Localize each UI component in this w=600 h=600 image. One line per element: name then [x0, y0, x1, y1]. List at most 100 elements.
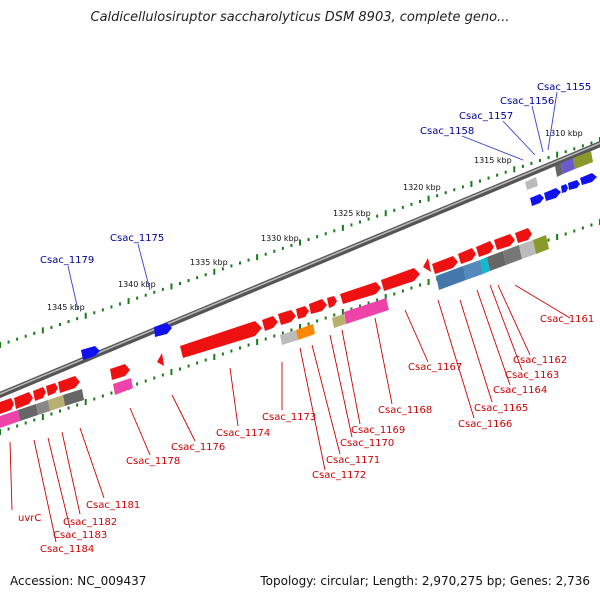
gene-arrow[interactable] [494, 234, 515, 250]
gene-arrow[interactable] [157, 353, 164, 366]
scale-tick [419, 200, 421, 203]
gene-label-csac-1174[interactable]: Csac_1174 [216, 428, 270, 439]
gene-block[interactable] [525, 177, 538, 190]
scale-tick [230, 349, 233, 353]
gene-arrow[interactable] [296, 306, 309, 319]
gene-label-uvrc[interactable]: uvrC [18, 513, 41, 524]
gene-arrow[interactable] [278, 310, 296, 325]
gene-arrow[interactable] [154, 323, 172, 337]
gene-label-csac-1169[interactable]: Csac_1169 [351, 425, 405, 436]
genome-backbone [0, 140, 600, 399]
gene-arrow[interactable] [340, 282, 381, 304]
gene-arrow[interactable] [381, 268, 420, 291]
gene-arrow[interactable] [476, 241, 494, 257]
scale-tick [341, 224, 344, 231]
gene-block[interactable] [533, 235, 549, 254]
scale-tick [84, 312, 87, 319]
gene-block[interactable] [113, 378, 133, 395]
gene-arrow[interactable] [515, 228, 532, 243]
scale-tick [84, 399, 87, 405]
gene-block[interactable] [63, 389, 84, 406]
scale-tick [239, 346, 241, 350]
gene-label-csac-1183[interactable]: Csac_1183 [53, 530, 107, 541]
gene-arrow[interactable] [46, 383, 58, 396]
scale-tick [41, 414, 44, 420]
gene-arrow[interactable] [327, 296, 337, 308]
gene-block[interactable] [36, 400, 50, 415]
gene-label-csac-1157[interactable]: Csac_1157 [459, 111, 513, 122]
leader-line [137, 243, 151, 291]
gene-block[interactable] [296, 324, 315, 340]
gene-label-csac-1165[interactable]: Csac_1165 [474, 403, 528, 414]
gene-arrow[interactable] [33, 387, 46, 401]
gene-arrow[interactable] [309, 299, 327, 314]
gene-label-csac-1170[interactable]: Csac_1170 [340, 438, 394, 449]
gene-arrow[interactable] [580, 173, 597, 185]
gene-label-csac-1184[interactable]: Csac_1184 [40, 544, 94, 555]
gene-label-csac-1178[interactable]: Csac_1178 [126, 456, 180, 467]
gene-label-csac-1171[interactable]: Csac_1171 [326, 455, 380, 466]
gene-block[interactable] [344, 298, 389, 324]
kbp-label-1345: 1345 kbp [47, 303, 85, 312]
gene-arrow[interactable] [568, 180, 580, 190]
gene-block[interactable] [463, 260, 483, 280]
gene-label-csac-1176[interactable]: Csac_1176 [171, 442, 225, 453]
gene-block[interactable] [555, 163, 563, 177]
gene-block[interactable] [480, 257, 490, 274]
gene-arrow[interactable] [110, 364, 130, 380]
scale-tick [410, 202, 413, 206]
gene-block[interactable] [487, 251, 506, 271]
gene-label-csac-1175[interactable]: Csac_1175 [110, 233, 164, 244]
leader-line [502, 120, 536, 156]
gene-arrow[interactable] [14, 392, 33, 409]
gene-label-csac-1166[interactable]: Csac_1166 [458, 419, 512, 430]
scale-tick [299, 324, 301, 330]
gene-label-csac-1161[interactable]: Csac_1161 [540, 314, 594, 325]
leader-line [374, 317, 393, 405]
gene-label-csac-1167[interactable]: Csac_1167 [408, 362, 462, 373]
gene-arrow[interactable] [180, 321, 262, 358]
gene-label-csac-1173[interactable]: Csac_1173 [262, 412, 316, 423]
gene-block[interactable] [573, 151, 593, 169]
gene-arrow[interactable] [561, 184, 568, 193]
gene-label-csac-1156[interactable]: Csac_1156 [500, 96, 554, 107]
scale-tick [290, 328, 293, 332]
gene-block[interactable] [519, 240, 536, 259]
gene-arrow[interactable] [262, 316, 278, 331]
gene-label-csac-1181[interactable]: Csac_1181 [86, 500, 140, 511]
scale-tick [33, 331, 36, 335]
gene-arrow[interactable] [544, 188, 561, 201]
gene-block[interactable] [503, 245, 522, 265]
gene-label-csac-1182[interactable]: Csac_1182 [63, 517, 117, 528]
gene-block[interactable] [48, 395, 65, 411]
gene-label-csac-1158[interactable]: Csac_1158 [420, 126, 474, 137]
gene-label-csac-1155[interactable]: Csac_1155 [537, 82, 591, 93]
gene-block[interactable] [0, 410, 20, 428]
gene-arrow[interactable] [0, 398, 14, 414]
gene-arrow[interactable] [530, 194, 544, 206]
gene-label-csac-1172[interactable]: Csac_1172 [312, 470, 366, 481]
gene-arrow[interactable] [432, 256, 458, 274]
gene-block[interactable] [561, 158, 575, 174]
gene-block[interactable] [280, 330, 298, 345]
gene-arrow[interactable] [423, 258, 431, 272]
gene-block[interactable] [332, 314, 346, 328]
scale-tick [110, 305, 113, 309]
gene-arrow[interactable] [58, 376, 80, 393]
gene-label-csac-1163[interactable]: Csac_1163 [505, 370, 559, 381]
scale-tick [16, 424, 19, 428]
scale-tick [204, 273, 207, 277]
gene-block[interactable] [436, 266, 466, 290]
gene-label-csac-1164[interactable]: Csac_1164 [493, 385, 547, 396]
gene-label-csac-1162[interactable]: Csac_1162 [513, 355, 567, 366]
gene-arrow[interactable] [81, 346, 100, 360]
gene-label-csac-1168[interactable]: Csac_1168 [378, 405, 432, 416]
outer-scale-track [0, 137, 600, 348]
gene-arrow[interactable] [458, 248, 476, 264]
scale-tick [307, 238, 310, 242]
gene-label-csac-1179[interactable]: Csac_1179 [40, 255, 94, 266]
gene-block[interactable] [18, 404, 38, 421]
scale-tick [101, 308, 104, 312]
scale-tick [367, 217, 370, 221]
